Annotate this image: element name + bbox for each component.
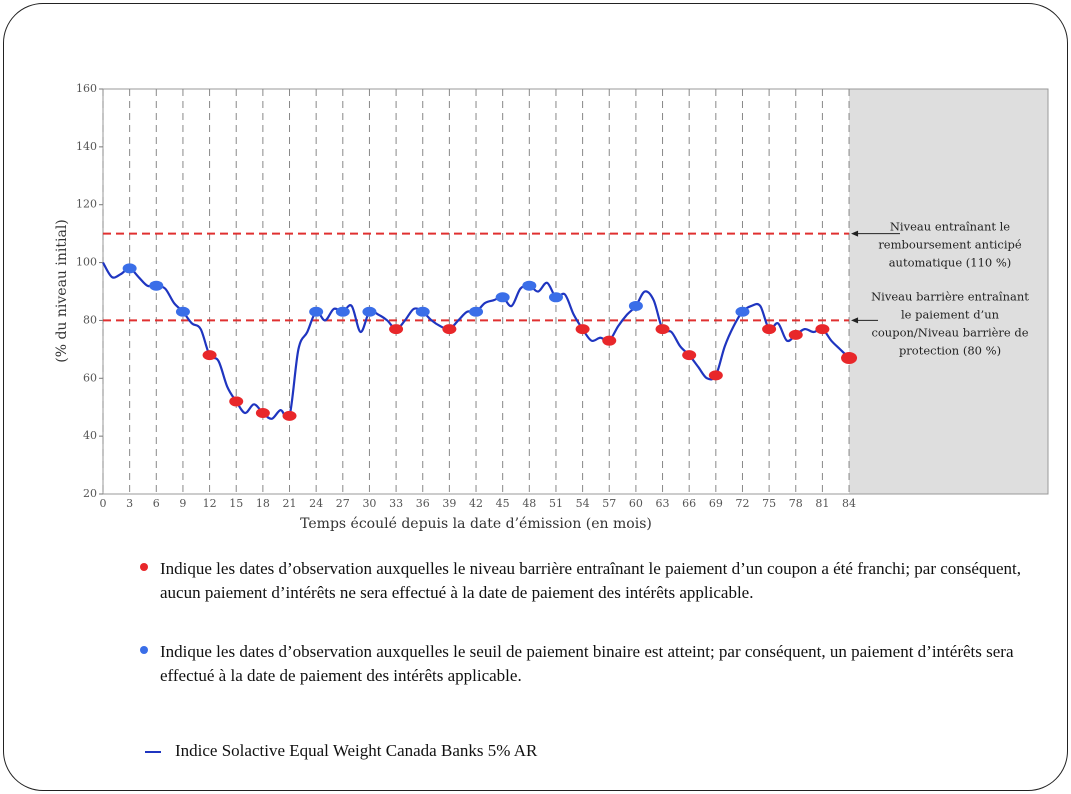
observation-marker [495,292,510,303]
legend-symbol [140,646,148,654]
x-tick-label: 3 [126,497,133,510]
y-tick-label: 60 [83,371,97,384]
y-tick-label: 40 [83,429,97,442]
observation-marker [442,324,457,335]
y-tick-label: 160 [76,82,97,95]
annotation: coupon/Niveau barrière de [871,325,1028,339]
x-tick-label: 63 [656,497,670,510]
annotation: protection (80 %) [899,343,1001,357]
x-tick-label: 75 [762,497,776,510]
y-axis-label: (% du niveau initial) [54,219,70,363]
x-tick-label: 54 [576,497,590,510]
legend-symbol [140,563,148,571]
x-tick-label: 42 [469,497,483,510]
x-axis-label: Temps écoulé depuis la date d’émission (… [300,516,652,532]
legend-text: Indique les dates d’observation auxquell… [160,642,1014,685]
arrow-head [851,317,859,324]
annotation: Niveau entraînant le [890,220,1010,234]
x-tick-label: 0 [100,497,107,510]
observation-marker [575,324,590,335]
x-tick-label: 18 [256,497,270,510]
x-tick-label: 48 [522,497,536,510]
observation-marker [548,292,563,303]
observation-marker [122,263,137,274]
observation-marker [149,280,164,291]
x-tick-label: 33 [389,497,403,510]
annotation: Niveau barrière entraînant [871,289,1029,303]
legend-entry: Indique les dates d’observation auxquell… [140,557,1040,605]
observation-marker [282,410,297,421]
annotation: le paiement d’un [901,307,1000,321]
observation-marker [362,306,377,317]
annotation: remboursement anticipé [878,238,1022,252]
x-tick-label: 60 [629,497,643,510]
observation-marker [682,350,697,361]
observation-marker [175,306,190,317]
legend-text: Indique les dates d’observation auxquell… [160,559,1021,602]
observation-marker [522,280,537,291]
observation-marker [469,306,484,317]
x-tick-label: 15 [229,497,243,510]
observation-marker [655,324,670,335]
observation-marker [708,370,723,381]
y-tick-label: 20 [83,487,97,500]
y-tick-label: 140 [76,140,97,153]
x-tick-label: 84 [842,497,856,510]
chart: Temps écoulé depuis la date d’émission (… [54,82,1049,532]
x-tick-label: 21 [283,497,297,510]
observation-marker [762,324,777,335]
x-tick-label: 57 [602,497,616,510]
arrow-head [851,230,859,237]
observation-marker [841,352,858,365]
observation-marker [309,306,324,317]
x-tick-label: 6 [153,497,160,510]
x-tick-label: 9 [179,497,186,510]
observation-marker [389,324,404,335]
x-tick-label: 78 [789,497,803,510]
observation-marker [788,329,803,340]
x-tick-label: 12 [203,497,217,510]
observation-marker [255,408,270,418]
observation-marker [628,300,643,311]
x-tick-label: 81 [815,497,829,510]
legend-entry: Indique les dates d’observation auxquell… [140,640,1040,688]
observation-marker [815,324,830,335]
plot-border [102,88,1049,495]
x-tick-label: 39 [442,497,456,510]
shaded-region [849,89,1048,494]
frame [3,3,1068,791]
x-tick-label: 30 [362,497,376,510]
observation-marker [202,350,217,361]
x-tick-label: 66 [682,497,696,510]
x-tick-label: 72 [735,497,749,510]
observation-marker [335,306,350,317]
x-tick-label: 27 [336,497,350,510]
legend-text: Indice Solactive Equal Weight Canada Ban… [175,741,538,760]
observation-marker [602,335,617,346]
x-tick-label: 45 [496,497,510,510]
observation-marker [415,306,430,317]
legend-symbol [145,751,161,753]
y-tick-label: 100 [76,256,97,269]
y-tick-label: 80 [83,313,97,326]
x-tick-label: 24 [309,497,323,510]
x-tick-label: 69 [709,497,723,510]
x-tick-label: 51 [549,497,563,510]
y-tick-label: 120 [76,198,97,211]
annotation: automatique (110 %) [889,256,1012,270]
observation-marker [735,306,750,317]
observation-marker [229,396,244,407]
legend-entry: Indice Solactive Equal Weight Canada Ban… [145,739,1055,763]
x-tick-label: 36 [416,497,430,510]
